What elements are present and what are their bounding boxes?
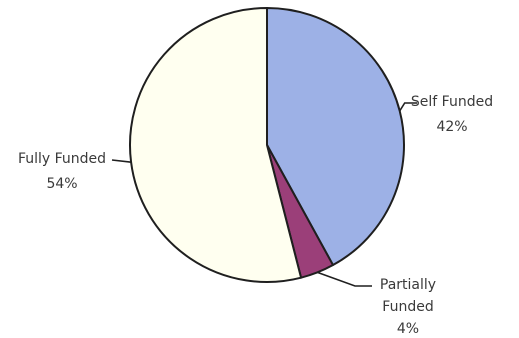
slice-self-funded — [266, 7, 405, 267]
slice-label-partially-line2: Funded — [382, 299, 433, 315]
leader-line-fully-funded — [111, 159, 132, 163]
leader-line-partially-funded — [317, 271, 372, 287]
slice-value-fully-funded: 54% — [46, 176, 77, 192]
label-self-funded: Self Funded 42% — [411, 94, 493, 135]
leader-lines — [111, 102, 417, 287]
slice-label-self-funded: Self Funded — [411, 94, 493, 110]
slice-value-partially-funded: 4% — [397, 321, 419, 337]
slice-fully-funded — [129, 7, 303, 283]
leader-line-self-funded — [399, 102, 417, 112]
slice-label-partially-line1: Partially — [380, 277, 436, 293]
label-fully-funded: Fully Funded 54% — [18, 151, 106, 192]
slice-label-fully-funded: Fully Funded — [18, 151, 106, 167]
label-partially-funded: Partially Funded 4% — [380, 277, 436, 337]
slice-value-self-funded: 42% — [436, 119, 467, 135]
pie-slices — [129, 7, 405, 283]
